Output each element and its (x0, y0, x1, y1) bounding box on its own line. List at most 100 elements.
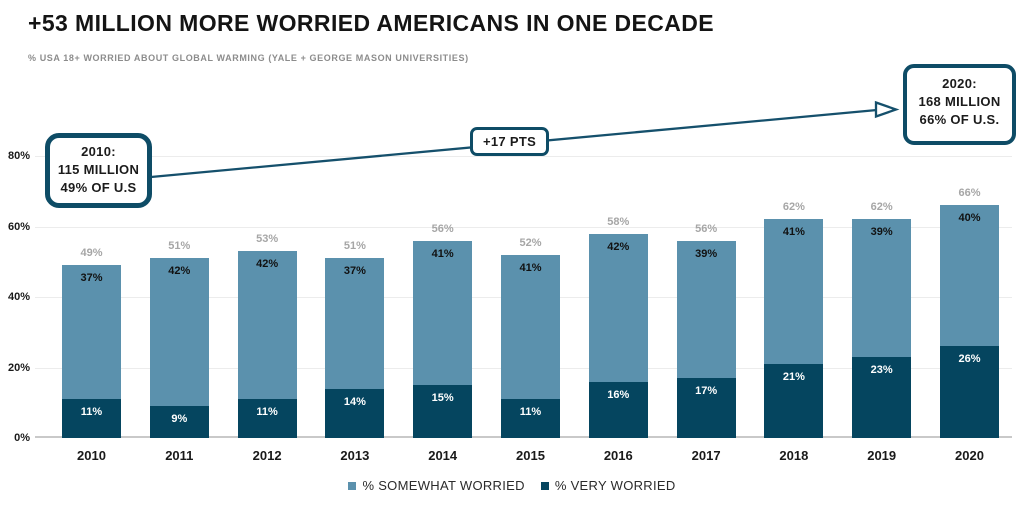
callout-2020: 2020: 168 MILLION 66% OF U.S. (903, 64, 1016, 145)
segment-label-somewhat-2017: 39% (695, 247, 718, 260)
stacked-bar-2015: 41% 11% (501, 254, 560, 438)
segment-label-very-2012: 11% (256, 406, 278, 419)
bar-group-2011: 51% 42% 9% (149, 156, 209, 438)
y-axis-label-0%: 0% (14, 432, 30, 444)
segment-label-somewhat-2019: 39% (870, 226, 893, 239)
callout-2020-million: 168 MILLION (918, 94, 1001, 109)
stacked-bar-2013: 37% 14% (325, 258, 385, 438)
stacked-bar-2010: 37% 11% (62, 265, 121, 438)
segment-label-somewhat-2011: 42% (168, 265, 191, 278)
segment-somewhat-worried-2017: 39% (676, 240, 736, 379)
legend-swatch-icon (540, 481, 549, 490)
y-axis-label-40%: 40% (7, 291, 30, 303)
total-label-2012: 53% (256, 233, 279, 246)
bar-group-2012: 53% 42% 11% (237, 156, 297, 438)
bar-group-2016: 58% 42% 16% (588, 156, 648, 438)
x-axis-label-2019: 2019 (867, 448, 897, 463)
segment-very-worried-2016: 16% (588, 381, 648, 438)
segment-somewhat-worried-2018: 41% (764, 219, 824, 364)
stacked-bar-2020: 40% 26% (940, 205, 999, 438)
segment-label-very-2017: 17% (695, 385, 718, 398)
callout-2010-year: 2010: (81, 144, 116, 159)
total-label-2017: 56% (695, 222, 718, 235)
total-label-2018: 62% (782, 201, 805, 214)
segment-label-somewhat-2018: 41% (782, 226, 805, 239)
segment-label-very-2014: 15% (431, 392, 454, 405)
segment-label-somewhat-2014: 41% (431, 247, 454, 260)
bar-group-2015: 52% 41% 11% (501, 156, 560, 438)
segment-somewhat-worried-2012: 42% (237, 251, 297, 400)
segment-label-very-2010: 11% (80, 406, 103, 419)
segment-somewhat-worried-2016: 42% (588, 233, 648, 382)
segment-somewhat-worried-2019: 39% (852, 219, 912, 357)
segment-label-somewhat-2012: 42% (256, 258, 279, 271)
segment-somewhat-worried-2015: 41% (501, 254, 560, 400)
segment-somewhat-worried-2014: 41% (413, 240, 473, 386)
legend-item-somewhat-worried: % SOMEWHAT WORRIED (348, 478, 525, 493)
bar-group-2020: 66% 40% 26% (940, 156, 999, 438)
segment-label-somewhat-2020: 40% (958, 212, 981, 225)
x-axis-label-2011: 2011 (165, 448, 194, 463)
x-axis-label-2015: 2015 (516, 448, 545, 463)
y-axis-label-80%: 80% (7, 150, 30, 162)
segment-very-worried-2014: 15% (413, 385, 473, 438)
segment-very-worried-2012: 11% (237, 399, 297, 438)
segment-label-very-2015: 11% (519, 406, 542, 419)
stacked-bar-2011: 42% 9% (149, 258, 209, 438)
total-label-2015: 52% (519, 236, 542, 249)
segment-label-somewhat-2015: 41% (519, 261, 542, 274)
segment-very-worried-2017: 17% (676, 378, 736, 438)
x-axis-label-2010: 2010 (77, 448, 106, 463)
total-label-2016: 58% (607, 215, 630, 228)
stacked-bar-2017: 39% 17% (676, 240, 736, 438)
segment-somewhat-worried-2010: 37% (62, 265, 121, 400)
segment-very-worried-2010: 11% (62, 399, 121, 438)
stacked-bar-2014: 41% 15% (413, 240, 473, 438)
total-label-2019: 62% (870, 201, 893, 214)
total-label-2013: 51% (343, 240, 366, 253)
segment-very-worried-2013: 14% (325, 388, 385, 438)
stacked-bar-2019: 39% 23% (852, 219, 912, 438)
segment-very-worried-2015: 11% (501, 399, 560, 438)
segment-somewhat-worried-2011: 42% (149, 258, 209, 407)
bar-group-2018: 62% 41% 21% (764, 156, 824, 438)
chart-title: +53 MILLION MORE WORRIED AMERICANS IN ON… (28, 10, 715, 36)
callout-2010-million: 115 MILLION (57, 162, 140, 177)
bar-group-2019: 62% 39% 23% (852, 156, 912, 438)
x-axis-label-2012: 2012 (252, 448, 282, 463)
bar-group-2013: 51% 37% 14% (325, 156, 385, 438)
x-axis-label-2016: 2016 (603, 448, 633, 463)
total-label-2014: 56% (431, 222, 454, 235)
callout-2020-percent: 66% OF U.S. (919, 112, 1000, 127)
stacked-bar-2012: 42% 11% (237, 251, 297, 438)
stacked-bar-2016: 42% 16% (588, 233, 648, 438)
total-label-2011: 51% (168, 240, 191, 253)
segment-somewhat-worried-2013: 37% (325, 258, 385, 389)
x-axis-label-2014: 2014 (428, 448, 458, 463)
legend-label: % VERY WORRIED (554, 478, 676, 493)
total-label-2010: 49% (80, 247, 103, 260)
segment-label-very-2011: 9% (171, 413, 188, 426)
callout-2010: 2010: 115 MILLION 49% OF U.S (45, 133, 152, 208)
segment-label-very-2019: 23% (870, 363, 893, 376)
chart-subtitle: % USA 18+ WORRIED ABOUT GLOBAL WARMING (… (28, 53, 469, 63)
segment-label-somewhat-2010: 37% (80, 272, 103, 285)
segment-label-somewhat-2016: 42% (607, 240, 630, 253)
total-label-2020: 66% (958, 187, 981, 200)
legend-item-very-worried: % VERY WORRIED (540, 478, 676, 493)
plot-area: 49% 37% 11% 51% 42% 9% 53% 42% 11% 51% 37% 14% 56% 41… (35, 156, 1012, 438)
segment-label-very-2020: 26% (958, 353, 981, 366)
legend-swatch-icon (348, 481, 357, 490)
segment-label-very-2018: 21% (782, 370, 805, 383)
segment-very-worried-2011: 9% (149, 406, 209, 438)
legend-label: % SOMEWHAT WORRIED (362, 478, 525, 493)
callout-2010-percent: 49% OF U.S (60, 180, 137, 195)
delta-label: +17 PTS (470, 127, 550, 156)
segment-label-very-2013: 14% (343, 395, 366, 408)
bar-group-2010: 49% 37% 11% (62, 156, 121, 438)
segment-very-worried-2018: 21% (764, 363, 824, 438)
bar-group-2014: 56% 41% 15% (413, 156, 473, 438)
segment-very-worried-2019: 23% (852, 356, 912, 438)
bar-group-2017: 56% 39% 17% (676, 156, 736, 438)
